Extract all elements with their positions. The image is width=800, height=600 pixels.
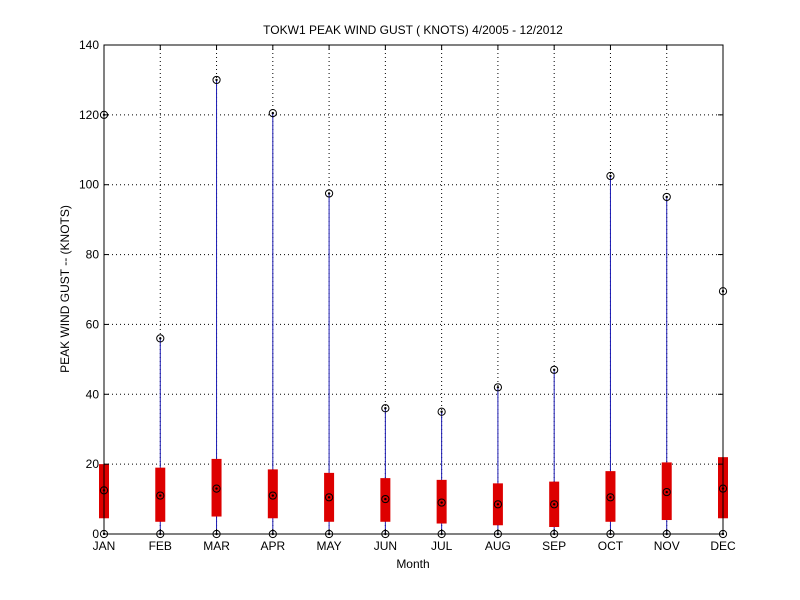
- y-tick-label: 100: [79, 178, 99, 192]
- x-tick-label: JAN: [93, 539, 116, 553]
- median-marker-dot: [327, 496, 331, 499]
- max-marker-ring: [268, 109, 277, 118]
- max-marker: [437, 407, 446, 416]
- median-marker-dot: [609, 496, 612, 499]
- max-marker: [381, 404, 390, 413]
- median-marker: [268, 491, 277, 500]
- median-marker-dot: [159, 494, 162, 497]
- median-marker-dot: [440, 501, 443, 504]
- x-tick-label: FEB: [149, 539, 172, 553]
- max-marker-ring: [662, 192, 671, 202]
- max-marker: [662, 192, 671, 202]
- x-tick-label: NOV: [654, 539, 680, 553]
- max-marker: [606, 171, 615, 181]
- x-tick-labels: JAN FEB MAR APR MAY JUN JUL AUG SEP OCT NOV DEC: [93, 45, 736, 553]
- max-marker: [324, 189, 334, 198]
- max-marker-dot: [215, 78, 218, 82]
- y-tick-label: 20: [86, 457, 100, 471]
- max-marker-ring: [156, 334, 165, 343]
- max-marker-dot: [159, 337, 162, 340]
- median-marker: [493, 500, 503, 509]
- median-marker-ring: [493, 500, 503, 509]
- iqr-box: [267, 469, 278, 519]
- y-tick-label: 0: [92, 527, 99, 541]
- max-marker-dot: [496, 386, 500, 389]
- median-marker-dot: [384, 497, 387, 501]
- median-marker-dot: [271, 494, 275, 497]
- axes-frame: [103, 44, 724, 535]
- max-marker-dot: [384, 407, 387, 410]
- median-marker: [437, 498, 446, 507]
- median-marker-ring: [212, 484, 221, 493]
- median-marker-dot: [665, 490, 668, 494]
- x-tick-label: MAR: [203, 539, 230, 553]
- median-marker-ring: [606, 493, 615, 502]
- median-marker-dot: [496, 503, 500, 506]
- x-tick-label: JUL: [431, 539, 453, 553]
- x-tick-label: DEC: [710, 539, 736, 553]
- max-marker-dot: [609, 174, 612, 178]
- max-marker-dot: [552, 368, 556, 372]
- y-tick-label: 80: [86, 248, 100, 262]
- y-tick-label: 120: [79, 108, 99, 122]
- x-tick-label: SEP: [542, 539, 566, 553]
- max-marker-ring: [324, 189, 334, 198]
- chart-title: TOKW1 PEAK WIND GUST ( KNOTS) 4/2005 - 1…: [263, 23, 563, 37]
- max-marker: [493, 383, 503, 392]
- max-marker-ring: [212, 75, 221, 85]
- median-marker: [381, 494, 390, 504]
- max-marker-dot: [271, 111, 275, 115]
- median-marker: [212, 484, 221, 493]
- median-marker-dot: [215, 487, 218, 490]
- max-marker-dot: [440, 410, 443, 413]
- max-marker-dot: [665, 195, 668, 199]
- y-tick-label: 60: [86, 317, 100, 331]
- median-marker-ring: [381, 494, 390, 504]
- median-marker: [550, 500, 559, 509]
- max-marker-ring: [381, 404, 390, 413]
- max-marker-ring: [606, 171, 615, 181]
- median-marker-ring: [662, 487, 671, 497]
- median-marker-ring: [268, 491, 277, 500]
- box-apr: [267, 113, 278, 534]
- max-marker: [156, 334, 165, 343]
- x-tick-label: AUG: [485, 539, 511, 553]
- y-tick-labels: 0 20 40 60 80 100 120 140: [79, 38, 723, 541]
- max-marker: [268, 109, 277, 118]
- x-tick-label: MAY: [317, 539, 342, 553]
- max-marker: [550, 365, 559, 374]
- max-marker-dot: [327, 192, 331, 195]
- max-marker-ring: [437, 407, 446, 416]
- y-tick-label: 140: [79, 38, 99, 52]
- y-axis-label: PEAK WIND GUST -- (KNOTS): [58, 205, 72, 373]
- max-marker-ring: [550, 365, 559, 374]
- x-tick-label: OCT: [598, 539, 624, 553]
- median-marker-ring: [550, 500, 559, 509]
- x-axis-label: Month: [396, 557, 429, 571]
- median-marker: [606, 493, 615, 502]
- max-marker-ring: [493, 383, 503, 392]
- median-marker-ring: [437, 498, 446, 507]
- median-marker-ring: [156, 491, 165, 500]
- median-marker: [324, 493, 334, 502]
- median-marker: [156, 491, 165, 500]
- y-tick-label: 40: [86, 387, 100, 401]
- median-marker: [662, 487, 671, 497]
- max-marker: [212, 75, 221, 85]
- median-marker-ring: [324, 493, 334, 502]
- x-tick-label: APR: [260, 539, 285, 553]
- median-marker-dot: [552, 503, 556, 506]
- x-tick-label: JUN: [374, 539, 397, 553]
